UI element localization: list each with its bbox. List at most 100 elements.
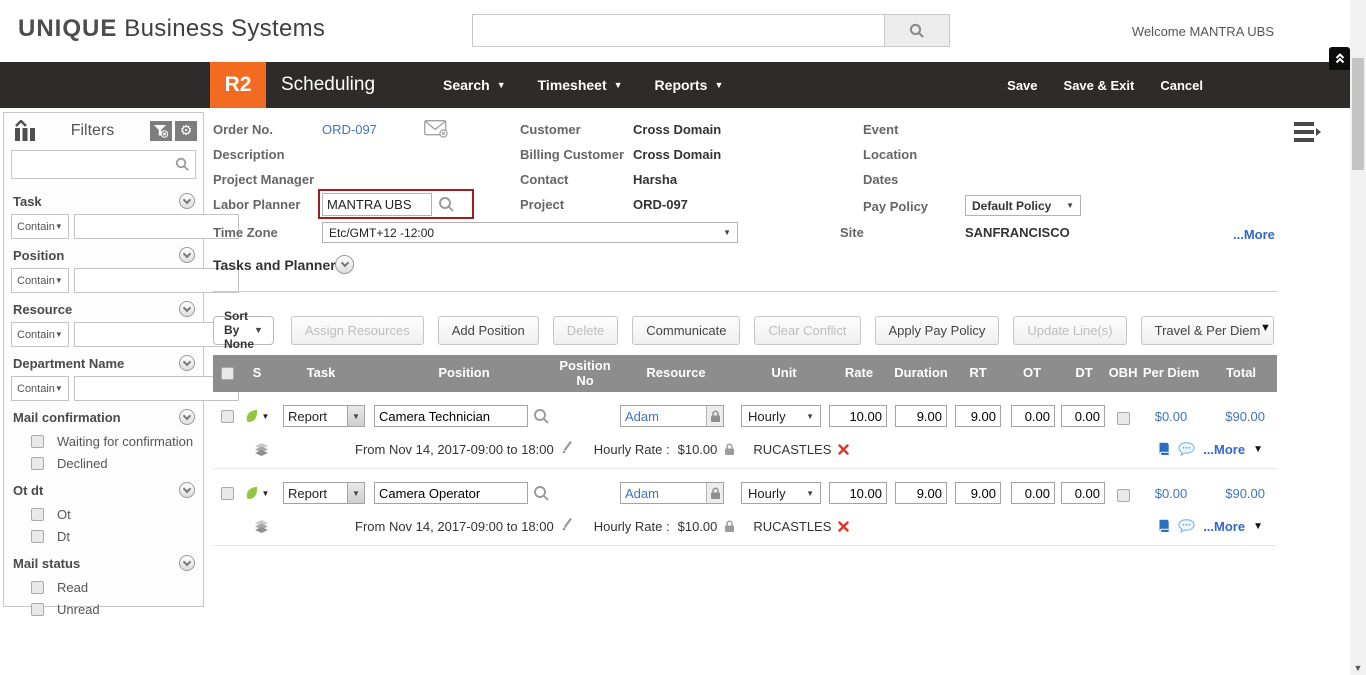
task-combobox[interactable]: Report ▼: [283, 405, 365, 427]
nav-menu-timesheet[interactable]: Timesheet▼: [538, 77, 623, 93]
declined-checkbox[interactable]: [31, 457, 44, 470]
save-button[interactable]: Save: [1007, 78, 1037, 93]
edit-schedule-icon[interactable]: [561, 440, 574, 458]
panel-columns-icon[interactable]: [12, 120, 38, 142]
per-diem-value[interactable]: $0.00: [1155, 486, 1188, 501]
resource-field[interactable]: Adam: [620, 482, 724, 504]
department-operator-dropdown[interactable]: Contain▼: [11, 376, 69, 401]
assign-resources-button[interactable]: Assign Resources: [291, 316, 424, 345]
row-select-checkbox[interactable]: [221, 410, 234, 423]
waiting-confirmation-checkbox[interactable]: [31, 435, 44, 448]
collapse-section-button[interactable]: [179, 409, 195, 425]
collapse-section-button[interactable]: [179, 482, 195, 498]
clear-filter-button[interactable]: [150, 121, 172, 141]
delete-button[interactable]: Delete: [553, 316, 619, 345]
update-lines-button[interactable]: Update Line(s): [1013, 316, 1126, 345]
dt-input[interactable]: [1061, 405, 1105, 427]
edit-schedule-icon[interactable]: [561, 517, 574, 535]
obh-checkbox[interactable]: [1117, 489, 1130, 502]
mail-cancel-icon[interactable]: [424, 120, 449, 143]
tasks-collapse-button[interactable]: [335, 255, 354, 274]
ot-input[interactable]: [1011, 405, 1055, 427]
dt-input[interactable]: [1061, 482, 1105, 504]
vertical-scrollbar[interactable]: ▼: [1350, 0, 1366, 675]
remove-planner-icon[interactable]: [838, 444, 849, 455]
filter-search-input[interactable]: [11, 150, 196, 179]
dt-checkbox[interactable]: [31, 530, 44, 543]
layers-icon[interactable]: [254, 443, 269, 456]
collapse-section-button[interactable]: [179, 555, 195, 571]
cancel-button[interactable]: Cancel: [1160, 78, 1203, 93]
nav-menu-reports[interactable]: Reports▼: [655, 77, 724, 93]
position-search-icon[interactable]: [533, 485, 550, 502]
resource-operator-dropdown[interactable]: Contain▼: [11, 322, 69, 347]
rt-input[interactable]: [955, 482, 1001, 504]
position-input[interactable]: [374, 405, 528, 427]
scrollbar-thumb[interactable]: [1352, 58, 1364, 170]
task-combobox[interactable]: Report ▼: [283, 482, 365, 504]
notes-book-icon[interactable]: [1157, 519, 1170, 533]
time-zone-select[interactable]: Etc/GMT+12 -12:00▼: [322, 222, 738, 243]
notes-book-icon[interactable]: [1157, 442, 1170, 456]
task-operator-dropdown[interactable]: Contain▼: [11, 214, 69, 239]
save-exit-button[interactable]: Save & Exit: [1064, 78, 1135, 93]
comment-bubble-icon[interactable]: [1178, 442, 1195, 456]
rate-input[interactable]: [829, 482, 887, 504]
status-dropdown-caret[interactable]: ▼: [262, 489, 270, 498]
row-more-link[interactable]: ...More: [1203, 442, 1245, 457]
select-all-checkbox[interactable]: [221, 367, 234, 380]
schedule-text: From Nov 14, 2017-09:00 to 18:00: [355, 442, 554, 457]
labor-planner-input[interactable]: [322, 193, 432, 216]
pay-policy-select[interactable]: Default Policy▼: [965, 195, 1081, 216]
scrollbar-down-arrow[interactable]: ▼: [1350, 663, 1366, 673]
clear-conflict-button[interactable]: Clear Conflict: [754, 316, 860, 345]
collapse-header-tab[interactable]: [1329, 47, 1350, 70]
position-search-icon[interactable]: [533, 408, 550, 425]
more-link[interactable]: ...More: [1233, 227, 1275, 242]
labor-planner-search-icon[interactable]: [438, 196, 455, 218]
duration-input[interactable]: [895, 482, 947, 504]
comment-bubble-icon[interactable]: [1178, 519, 1195, 533]
collapse-section-button[interactable]: [179, 301, 195, 317]
remove-planner-icon[interactable]: [838, 521, 849, 532]
filter-section-resource: Resource: [4, 293, 203, 322]
collapse-section-button[interactable]: [179, 193, 195, 209]
travel-per-diem-button[interactable]: Travel & Per Diem: [1141, 316, 1275, 345]
communicate-button[interactable]: Communicate: [632, 316, 740, 345]
row-select-checkbox[interactable]: [221, 487, 234, 500]
sort-by-dropdown[interactable]: Sort By None▼: [213, 316, 274, 345]
per-diem-value[interactable]: $0.00: [1155, 409, 1188, 424]
ot-input[interactable]: [1011, 482, 1055, 504]
apply-pay-policy-button[interactable]: Apply Pay Policy: [875, 316, 1000, 345]
obh-checkbox[interactable]: [1117, 412, 1130, 425]
global-search-input[interactable]: [472, 14, 884, 47]
duration-input[interactable]: [895, 405, 947, 427]
rt-input[interactable]: [955, 405, 1001, 427]
rate-input[interactable]: [829, 405, 887, 427]
add-position-button[interactable]: Add Position: [438, 316, 539, 345]
unit-select[interactable]: Hourly▼: [741, 405, 821, 427]
unread-checkbox[interactable]: [31, 603, 44, 616]
collapse-section-button[interactable]: [179, 355, 195, 371]
resource-field[interactable]: Adam: [620, 405, 724, 427]
table-row: ▼ Report ▼ Adam Hourly▼: [213, 469, 1277, 546]
chevron-down-icon[interactable]: ▼: [1253, 521, 1263, 532]
chevron-down-icon: [183, 303, 191, 311]
read-checkbox[interactable]: [31, 581, 44, 594]
layers-icon[interactable]: [254, 520, 269, 533]
status-leaf-icon: [245, 486, 258, 500]
nav-menu-search[interactable]: Search▼: [443, 77, 506, 93]
filter-settings-button[interactable]: ⚙: [175, 121, 197, 141]
toolbar-more-caret[interactable]: ▼: [1260, 322, 1271, 334]
order-no-link[interactable]: ORD-097: [322, 122, 377, 137]
chevron-down-icon[interactable]: ▼: [1253, 444, 1263, 455]
global-search-button[interactable]: [884, 14, 950, 47]
collapse-section-button[interactable]: [179, 247, 195, 263]
status-dropdown-caret[interactable]: ▼: [262, 412, 270, 421]
panel-toggle-icon[interactable]: [1294, 121, 1322, 148]
row-more-link[interactable]: ...More: [1203, 519, 1245, 534]
ot-checkbox[interactable]: [31, 508, 44, 521]
unit-select[interactable]: Hourly▼: [741, 482, 821, 504]
position-operator-dropdown[interactable]: Contain▼: [11, 268, 69, 293]
position-input[interactable]: [374, 482, 528, 504]
